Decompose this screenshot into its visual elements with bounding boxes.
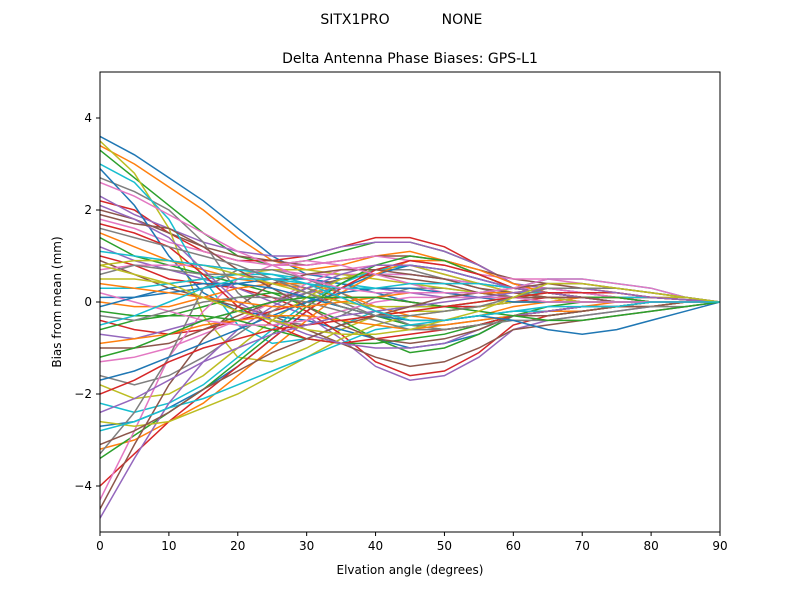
series-group [100, 135, 720, 519]
x-axis-label: Elvation angle (degrees) [337, 563, 484, 577]
series-line-53 [100, 296, 720, 358]
suptitle-radome: NONE [442, 12, 483, 28]
x-tick-label: 50 [437, 539, 452, 553]
x-tick-label: 20 [230, 539, 245, 553]
suptitle-station: SITX1PRO [320, 12, 389, 28]
y-tick-label: −2 [74, 387, 92, 401]
series-line-59 [100, 264, 720, 335]
y-axis-label: Bias from mean (mm) [50, 236, 64, 367]
x-tick-label: 30 [299, 539, 314, 553]
series-line-60 [100, 278, 720, 326]
y-tick-label: 2 [84, 203, 92, 217]
x-tick-label: 80 [643, 539, 658, 553]
y-axis: −4 −2 0 2 4 [74, 111, 100, 493]
chart-title: Delta Antenna Phase Biases: GPS-L1 [282, 51, 538, 67]
x-tick-label: 40 [368, 539, 383, 553]
x-axis: 0 10 20 30 40 50 60 70 80 90 [96, 532, 728, 553]
x-tick-label: 60 [506, 539, 521, 553]
y-tick-label: 0 [84, 295, 92, 309]
x-tick-label: 10 [161, 539, 176, 553]
series-line-57 [100, 181, 720, 303]
x-tick-label: 70 [575, 539, 590, 553]
y-tick-label: 4 [84, 111, 92, 125]
x-tick-label: 0 [96, 539, 104, 553]
x-tick-label: 90 [712, 539, 727, 553]
y-tick-label: −4 [74, 479, 92, 493]
